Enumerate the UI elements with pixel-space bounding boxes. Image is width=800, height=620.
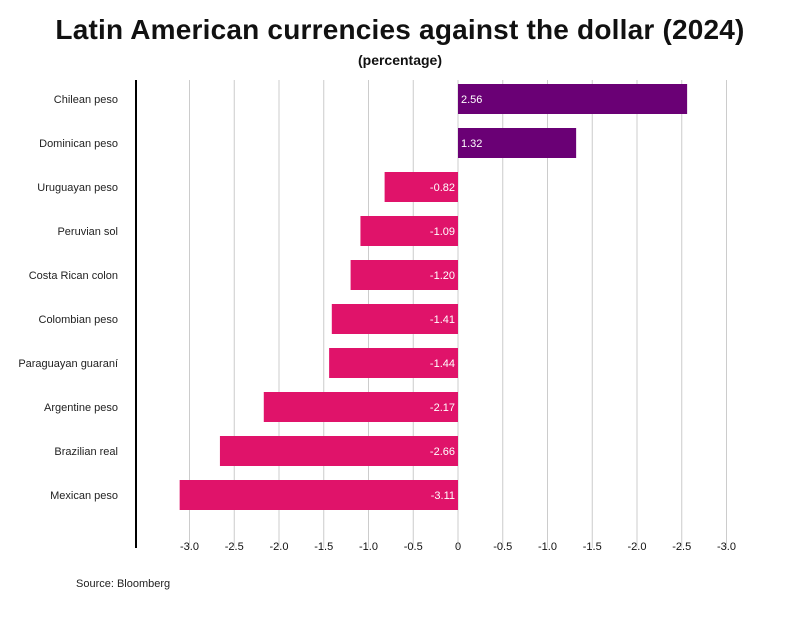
category-label: Colombian peso <box>39 314 119 326</box>
x-tick-label: -1.0 <box>359 541 378 553</box>
data-label: -2.66 <box>430 446 455 458</box>
data-label: -0.82 <box>430 182 455 194</box>
x-tick-label: -3.0 <box>180 541 199 553</box>
data-label: 1.32 <box>461 138 482 150</box>
chart-subtitle: (percentage) <box>357 52 443 68</box>
x-tick-label: -0.5 <box>404 541 423 553</box>
bar <box>458 128 577 158</box>
bar <box>329 348 458 378</box>
category-label: Brazilian real <box>54 446 118 458</box>
x-tick-label: -0.5 <box>493 541 512 553</box>
x-tick-label: -1.5 <box>583 541 602 553</box>
bar <box>219 436 458 466</box>
x-tick-label: -3.0 <box>717 541 736 553</box>
bar <box>179 480 458 510</box>
bar <box>384 172 458 202</box>
bar <box>331 304 458 334</box>
x-tick-label: -2.0 <box>270 541 289 553</box>
source-note: Source: Bloomberg <box>76 578 171 590</box>
data-label: -1.41 <box>430 314 455 326</box>
category-label: Peruvian sol <box>57 226 118 238</box>
category-label: Costa Rican colon <box>29 270 118 282</box>
bar <box>458 84 688 114</box>
category-label: Uruguayan peso <box>37 182 118 194</box>
x-tick-label: -1.0 <box>538 541 557 553</box>
bar <box>263 392 458 422</box>
data-label: -1.20 <box>430 270 455 282</box>
category-label: Paraguayan guaraní <box>18 358 118 370</box>
category-label: Argentine peso <box>44 402 118 414</box>
data-label: -3.11 <box>431 490 455 502</box>
data-label: -2.17 <box>430 402 455 414</box>
category-label: Mexican peso <box>50 490 118 502</box>
chart-title: Latin American currencies against the do… <box>55 14 745 45</box>
data-label: -1.09 <box>430 226 455 238</box>
x-tick-label: -2.0 <box>628 541 647 553</box>
x-tick-label: -2.5 <box>225 541 244 553</box>
x-tick-label: 0 <box>455 541 461 553</box>
x-tick-label: -2.5 <box>672 541 691 553</box>
bar <box>360 216 458 246</box>
bar <box>350 260 458 290</box>
data-label: 2.56 <box>461 94 482 106</box>
category-label: Chilean peso <box>54 94 118 106</box>
x-tick-label: -1.5 <box>314 541 333 553</box>
data-label: -1.44 <box>430 358 455 370</box>
category-label: Dominican peso <box>39 138 118 150</box>
